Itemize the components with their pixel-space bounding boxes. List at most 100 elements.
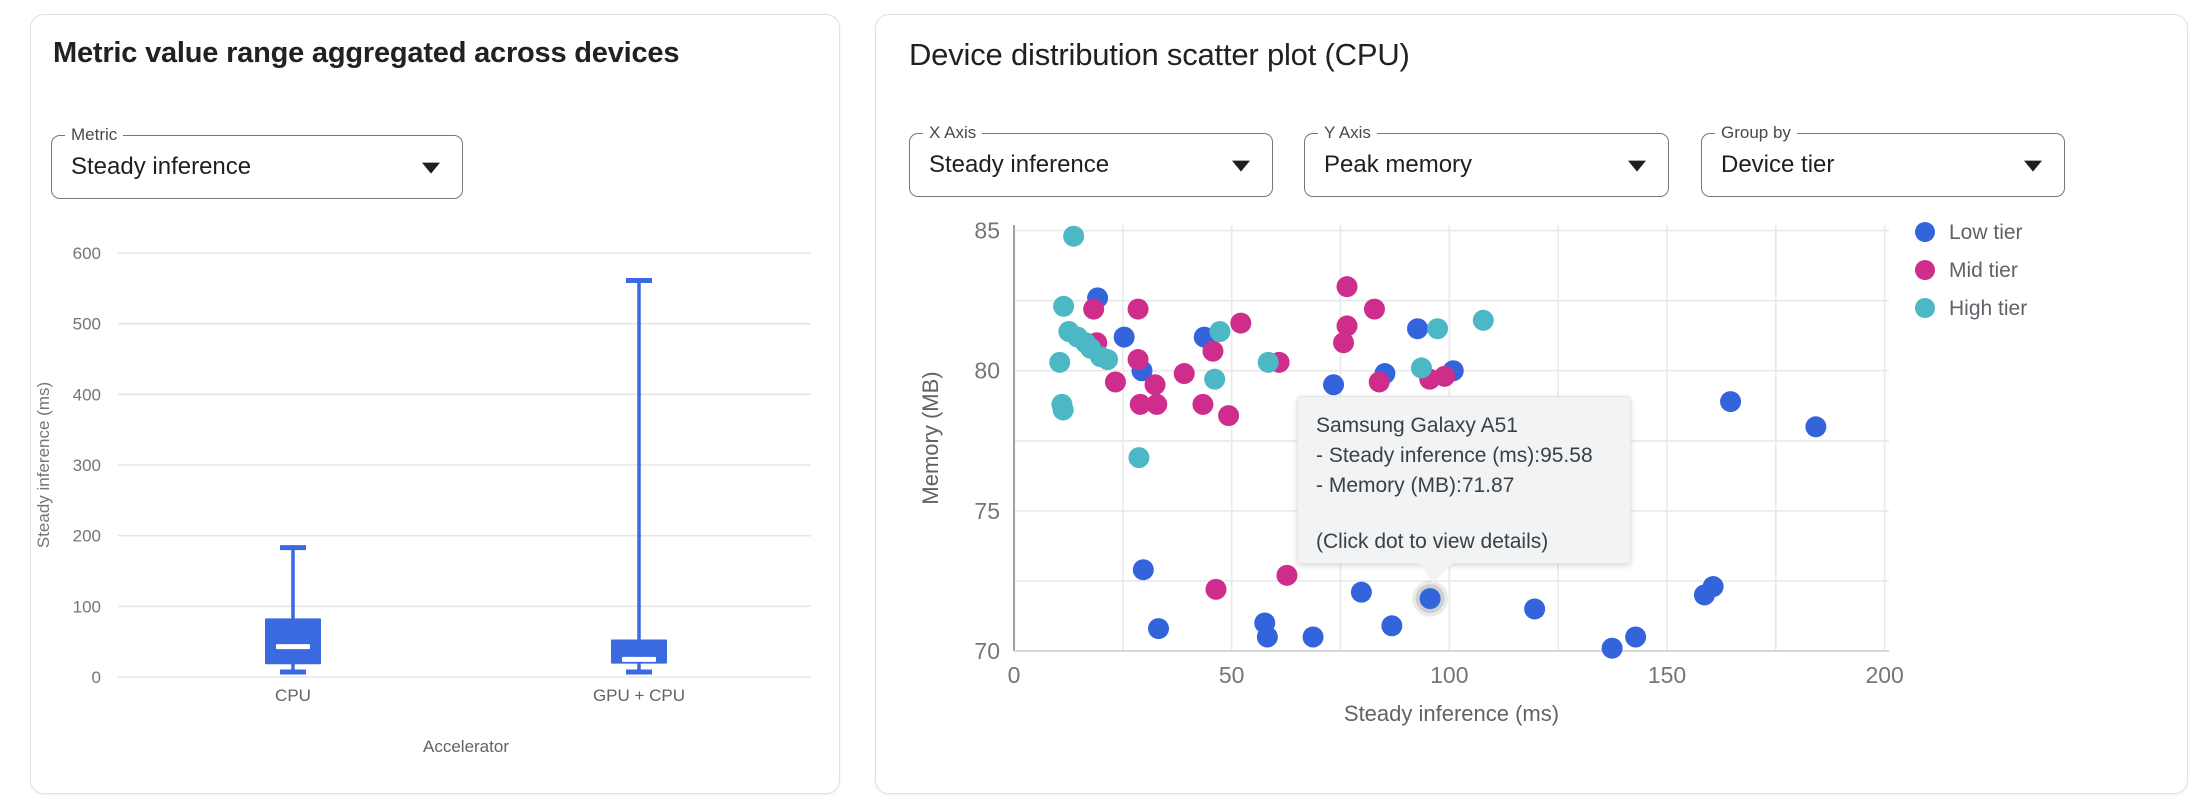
scatter-point[interactable]	[1173, 363, 1195, 385]
scatter-point[interactable]	[1205, 578, 1227, 600]
x-tick-label: 0	[1008, 662, 1021, 688]
scatter-point[interactable]	[1083, 298, 1105, 320]
tooltip-hint: (Click dot to view details)	[1316, 530, 1549, 554]
scatter-point[interactable]	[1128, 447, 1150, 469]
tooltip-device-name: Samsung Galaxy A51	[1316, 414, 1518, 437]
scatter-point[interactable]	[1410, 357, 1432, 379]
scatter-point[interactable]	[1427, 318, 1449, 340]
x-tick-label: 150	[1648, 662, 1686, 688]
scatter-point[interactable]	[1256, 626, 1278, 648]
scatter-point[interactable]	[1104, 371, 1126, 393]
scatter-chart: 0 50 100 150 200 70 75 80 85 Steady inference (ms…	[876, 200, 2189, 745]
y-tick-label: 75	[974, 498, 1000, 524]
metric-select-value: Steady inference	[71, 153, 252, 180]
y-tick-label: 85	[974, 218, 1000, 244]
scatter-point[interactable]	[1720, 391, 1742, 413]
scatter-point[interactable]	[1805, 416, 1827, 438]
y-tick-label: 200	[73, 527, 101, 546]
legend-swatch	[1915, 260, 1935, 280]
scatter-point[interactable]	[1472, 309, 1494, 331]
group-by-select-value: Device tier	[1721, 151, 1835, 178]
scatter-point[interactable]	[1302, 626, 1324, 648]
y-axis-select[interactable]: Y Axis Peak memory	[1304, 123, 1669, 197]
scatter-point[interactable]	[1202, 340, 1224, 362]
scatter-point[interactable]	[1625, 626, 1647, 648]
scatter-point[interactable]	[1146, 393, 1168, 415]
y-tick-label: 0	[92, 668, 101, 687]
scatter-point[interactable]	[1601, 637, 1623, 659]
scatter-point[interactable]	[1368, 371, 1390, 393]
scatter-point[interactable]	[1350, 581, 1372, 603]
y-tick-label: 100	[73, 597, 101, 616]
scatter-point[interactable]	[1192, 393, 1214, 415]
legend-swatch	[1915, 222, 1935, 242]
scatter-point[interactable]	[1063, 225, 1085, 247]
x-tick-label: 200	[1865, 662, 1903, 688]
scatter-point[interactable]	[1129, 393, 1151, 415]
scatter-point[interactable]	[1434, 365, 1456, 387]
y-tick-label: 300	[73, 456, 101, 475]
boxplot-chart: 0 100 200 300 400 500 600 Steady inference (ms)…	[31, 233, 841, 793]
scatter-point[interactable]	[1132, 559, 1154, 581]
y-axis-title: Memory (MB)	[918, 371, 943, 504]
scatter-point[interactable]	[1381, 615, 1403, 637]
device-tooltip: Samsung Galaxy A51 - Steady inference (m…	[1297, 396, 1631, 583]
x-tick-label: 50	[1219, 662, 1245, 688]
x-tick-label: 100	[1430, 662, 1468, 688]
legend-label[interactable]: Mid tier	[1949, 259, 2018, 282]
scatter-point[interactable]	[1702, 576, 1724, 598]
page-title-scatter: Device distribution scatter plot (CPU)	[909, 37, 1410, 72]
scatter-point[interactable]	[1333, 332, 1355, 354]
chevron-down-icon	[2024, 160, 2042, 172]
tooltip-metric-line: - Steady inference (ms):95.58	[1316, 443, 1593, 467]
category-label: GPU + CPU	[593, 686, 685, 705]
scatter-point[interactable]	[1257, 351, 1279, 373]
scatter-point[interactable]	[1323, 374, 1345, 396]
scatter-point[interactable]	[1127, 349, 1149, 371]
legend-label[interactable]: High tier	[1949, 297, 2027, 320]
scatter-point[interactable]	[1049, 351, 1071, 373]
scatter-point[interactable]	[1336, 276, 1358, 298]
group-by-select-label: Group by	[1715, 123, 1797, 143]
y-axis-title: Steady inference (ms)	[34, 382, 53, 548]
category-label: CPU	[275, 686, 311, 705]
legend-label[interactable]: Low tier	[1949, 221, 2023, 244]
y-axis-select-value: Peak memory	[1324, 151, 1473, 178]
x-axis-select[interactable]: X Axis Steady inference	[909, 123, 1273, 197]
scatter-point[interactable]	[1052, 399, 1074, 421]
metric-select-label: Metric	[65, 125, 124, 145]
scatter-point[interactable]	[1053, 295, 1075, 317]
metric-range-card: Metric value range aggregated across dev…	[30, 14, 840, 794]
scatter-card: Device distribution scatter plot (CPU) X…	[875, 14, 2188, 794]
y-axis-select-label: Y Axis	[1318, 123, 1377, 143]
scatter-point[interactable]	[1144, 374, 1166, 396]
x-axis-title: Accelerator	[423, 737, 509, 756]
scatter-point[interactable]	[1127, 298, 1149, 320]
y-tick-label: 80	[974, 358, 1000, 384]
y-tick-label: 400	[73, 385, 101, 404]
scatter-point[interactable]	[1230, 312, 1252, 334]
median-line	[276, 644, 310, 650]
scatter-point[interactable]	[1524, 598, 1546, 620]
scatter-point[interactable]	[1336, 315, 1358, 337]
scatter-point[interactable]	[1363, 298, 1385, 320]
page-title: Metric value range aggregated across dev…	[53, 37, 680, 69]
x-axis-select-value: Steady inference	[929, 151, 1110, 178]
scatter-point[interactable]	[1209, 321, 1231, 342]
y-tick-label: 70	[974, 638, 1000, 664]
scatter-point[interactable]	[1407, 318, 1429, 340]
scatter-point[interactable]	[1097, 349, 1119, 371]
tooltip-memory-line: - Memory (MB):71.87	[1316, 473, 1515, 497]
scatter-point[interactable]	[1276, 564, 1298, 586]
legend-swatch	[1915, 298, 1935, 318]
x-axis-select-label: X Axis	[923, 123, 983, 143]
scatter-point[interactable]	[1204, 368, 1226, 390]
box[interactable]	[265, 618, 321, 665]
group-by-select[interactable]: Group by Device tier	[1701, 123, 2065, 197]
metric-select[interactable]: Metric Steady inference	[51, 125, 463, 199]
scatter-point[interactable]	[1148, 618, 1170, 640]
x-axis-title: Steady inference (ms)	[1344, 701, 1559, 726]
scatter-point[interactable]	[1419, 588, 1441, 610]
scatter-point[interactable]	[1218, 405, 1240, 427]
scatter-point[interactable]	[1113, 326, 1135, 348]
